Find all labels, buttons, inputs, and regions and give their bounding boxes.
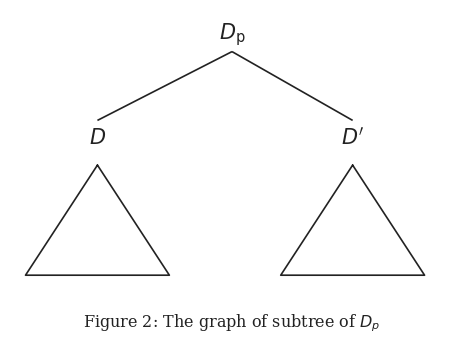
Text: Figure 2: The graph of subtree of $D_p$: Figure 2: The graph of subtree of $D_p$ [83,312,380,334]
Text: $D$: $D$ [89,128,106,148]
Text: $D'$: $D'$ [340,127,363,149]
Text: $D_\mathrm{p}$: $D_\mathrm{p}$ [218,21,245,48]
